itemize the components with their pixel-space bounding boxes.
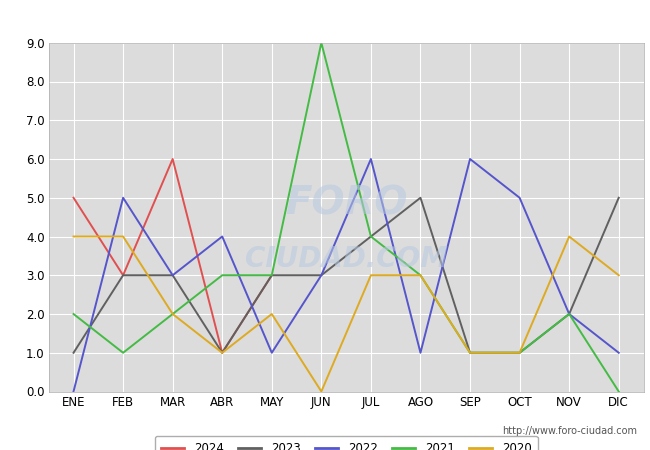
Legend: 2024, 2023, 2022, 2021, 2020: 2024, 2023, 2022, 2021, 2020 xyxy=(155,436,538,450)
Text: http://www.foro-ciudad.com: http://www.foro-ciudad.com xyxy=(502,427,637,436)
Text: CIUDAD.COM: CIUDAD.COM xyxy=(244,245,448,273)
Text: FORO: FORO xyxy=(285,184,408,222)
Text: Matriculaciones de Vehiculos en Alange: Matriculaciones de Vehiculos en Alange xyxy=(146,12,504,30)
